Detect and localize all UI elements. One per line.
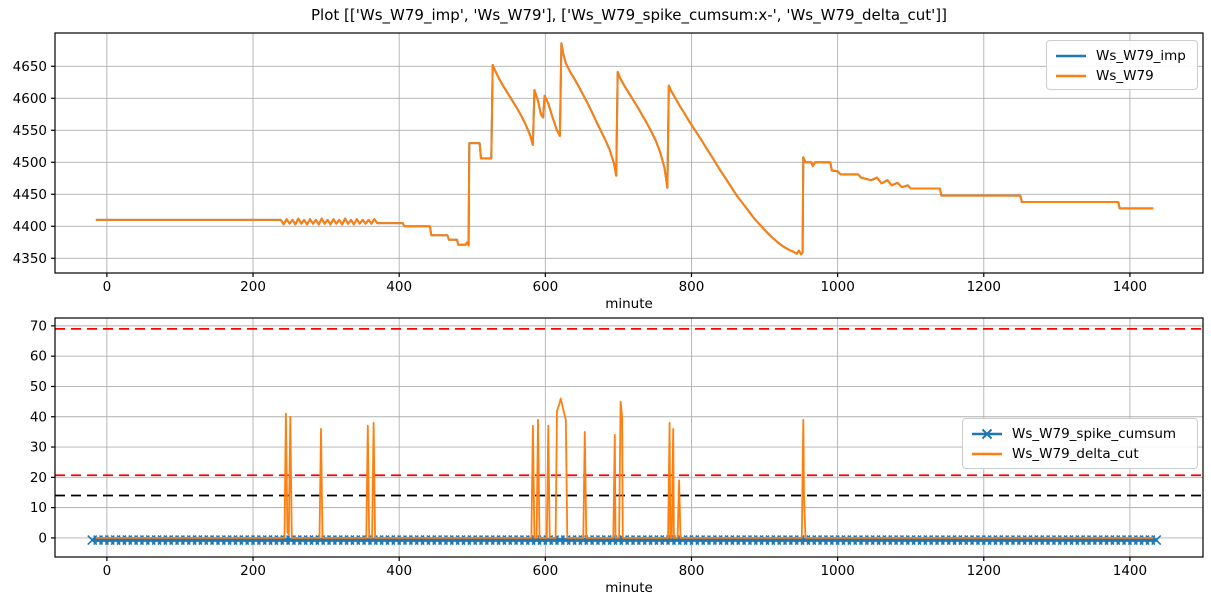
- tick-labels: 0 200 400 600 800 1000 1200 1400 0 10 20 30 40 50 60 70: [30, 318, 1147, 579]
- legend-label: Ws_W79: [1096, 68, 1154, 84]
- svg-text:800: 800: [679, 563, 705, 579]
- tick-labels: 0 200 400 600 800 1000 1200 1400 4350 4400 4450 450…: [13, 59, 1147, 295]
- svg-text:400: 400: [386, 279, 412, 295]
- svg-text:4500: 4500: [13, 155, 47, 171]
- bottom-chart: 0 200 400 600 800 1000 1200 1400 0 10 20 30 40 50 60 70: [30, 317, 1204, 579]
- svg-text:1000: 1000: [820, 279, 854, 295]
- svg-text:600: 600: [532, 279, 558, 295]
- svg-text:1400: 1400: [1113, 563, 1147, 579]
- legend-label: Ws_W79_spike_cumsum: [1012, 426, 1177, 442]
- axes-frame: [54, 317, 1204, 558]
- legend-entry-ws-w79-imp: Ws_W79_imp: [1055, 46, 1187, 66]
- svg-text:4350: 4350: [13, 251, 47, 267]
- legend-entry-spike-cumsum: Ws_W79_spike_cumsum: [971, 424, 1187, 444]
- svg-text:30: 30: [30, 440, 47, 456]
- svg-text:60: 60: [30, 349, 47, 365]
- plot-title: Plot [['Ws_W79_imp', 'Ws_W79'], ['Ws_W79…: [311, 6, 947, 24]
- series-Ws_W79_imp: [95, 42, 1154, 256]
- svg-text:10: 10: [30, 500, 47, 516]
- blue-line-sample-icon: [1056, 54, 1086, 58]
- svg-text:200: 200: [240, 563, 266, 579]
- svg-text:0: 0: [38, 530, 47, 546]
- svg-text:4600: 4600: [13, 91, 47, 107]
- svg-text:600: 600: [532, 563, 558, 579]
- bottom-legend: Ws_W79_spike_cumsum Ws_W79_delta_cut: [962, 418, 1198, 469]
- svg-text:40: 40: [30, 409, 47, 425]
- svg-text:50: 50: [30, 379, 47, 395]
- legend-label: Ws_W79_delta_cut: [1012, 446, 1139, 462]
- svg-text:70: 70: [30, 318, 47, 334]
- series-Ws_W79_delta_cut: [95, 397, 1154, 539]
- svg-text:200: 200: [240, 279, 266, 295]
- legend-entry-delta-cut: Ws_W79_delta_cut: [971, 444, 1187, 464]
- svg-text:4450: 4450: [13, 187, 47, 203]
- svg-text:4550: 4550: [13, 123, 47, 139]
- series-Ws_W79: [95, 42, 1154, 256]
- svg-text:1000: 1000: [820, 563, 854, 579]
- svg-text:400: 400: [386, 563, 412, 579]
- orange-line-sample-icon: [972, 452, 1002, 456]
- legend-label: Ws_W79_imp: [1096, 48, 1186, 64]
- svg-text:0: 0: [103, 279, 112, 295]
- svg-text:4650: 4650: [13, 59, 47, 75]
- axes-frame: [54, 32, 1204, 274]
- blue-x-line-sample-icon: [972, 428, 1002, 440]
- svg-text:20: 20: [30, 470, 47, 486]
- top-xaxis-label: minute: [605, 296, 653, 312]
- legend-entry-ws-w79: Ws_W79: [1055, 66, 1187, 86]
- svg-text:0: 0: [103, 563, 112, 579]
- bottom-xaxis-label: minute: [605, 580, 653, 596]
- top-legend: Ws_W79_imp Ws_W79: [1046, 40, 1198, 90]
- svg-text:1200: 1200: [967, 279, 1001, 295]
- svg-text:800: 800: [679, 279, 705, 295]
- top-chart: 0 200 400 600 800 1000 1200 1400 4350 4400 4450 450…: [13, 32, 1204, 295]
- grid: [55, 33, 1203, 273]
- svg-text:4400: 4400: [13, 219, 47, 235]
- svg-text:1400: 1400: [1113, 279, 1147, 295]
- svg-text:1200: 1200: [967, 563, 1001, 579]
- orange-line-sample-icon: [1056, 74, 1086, 78]
